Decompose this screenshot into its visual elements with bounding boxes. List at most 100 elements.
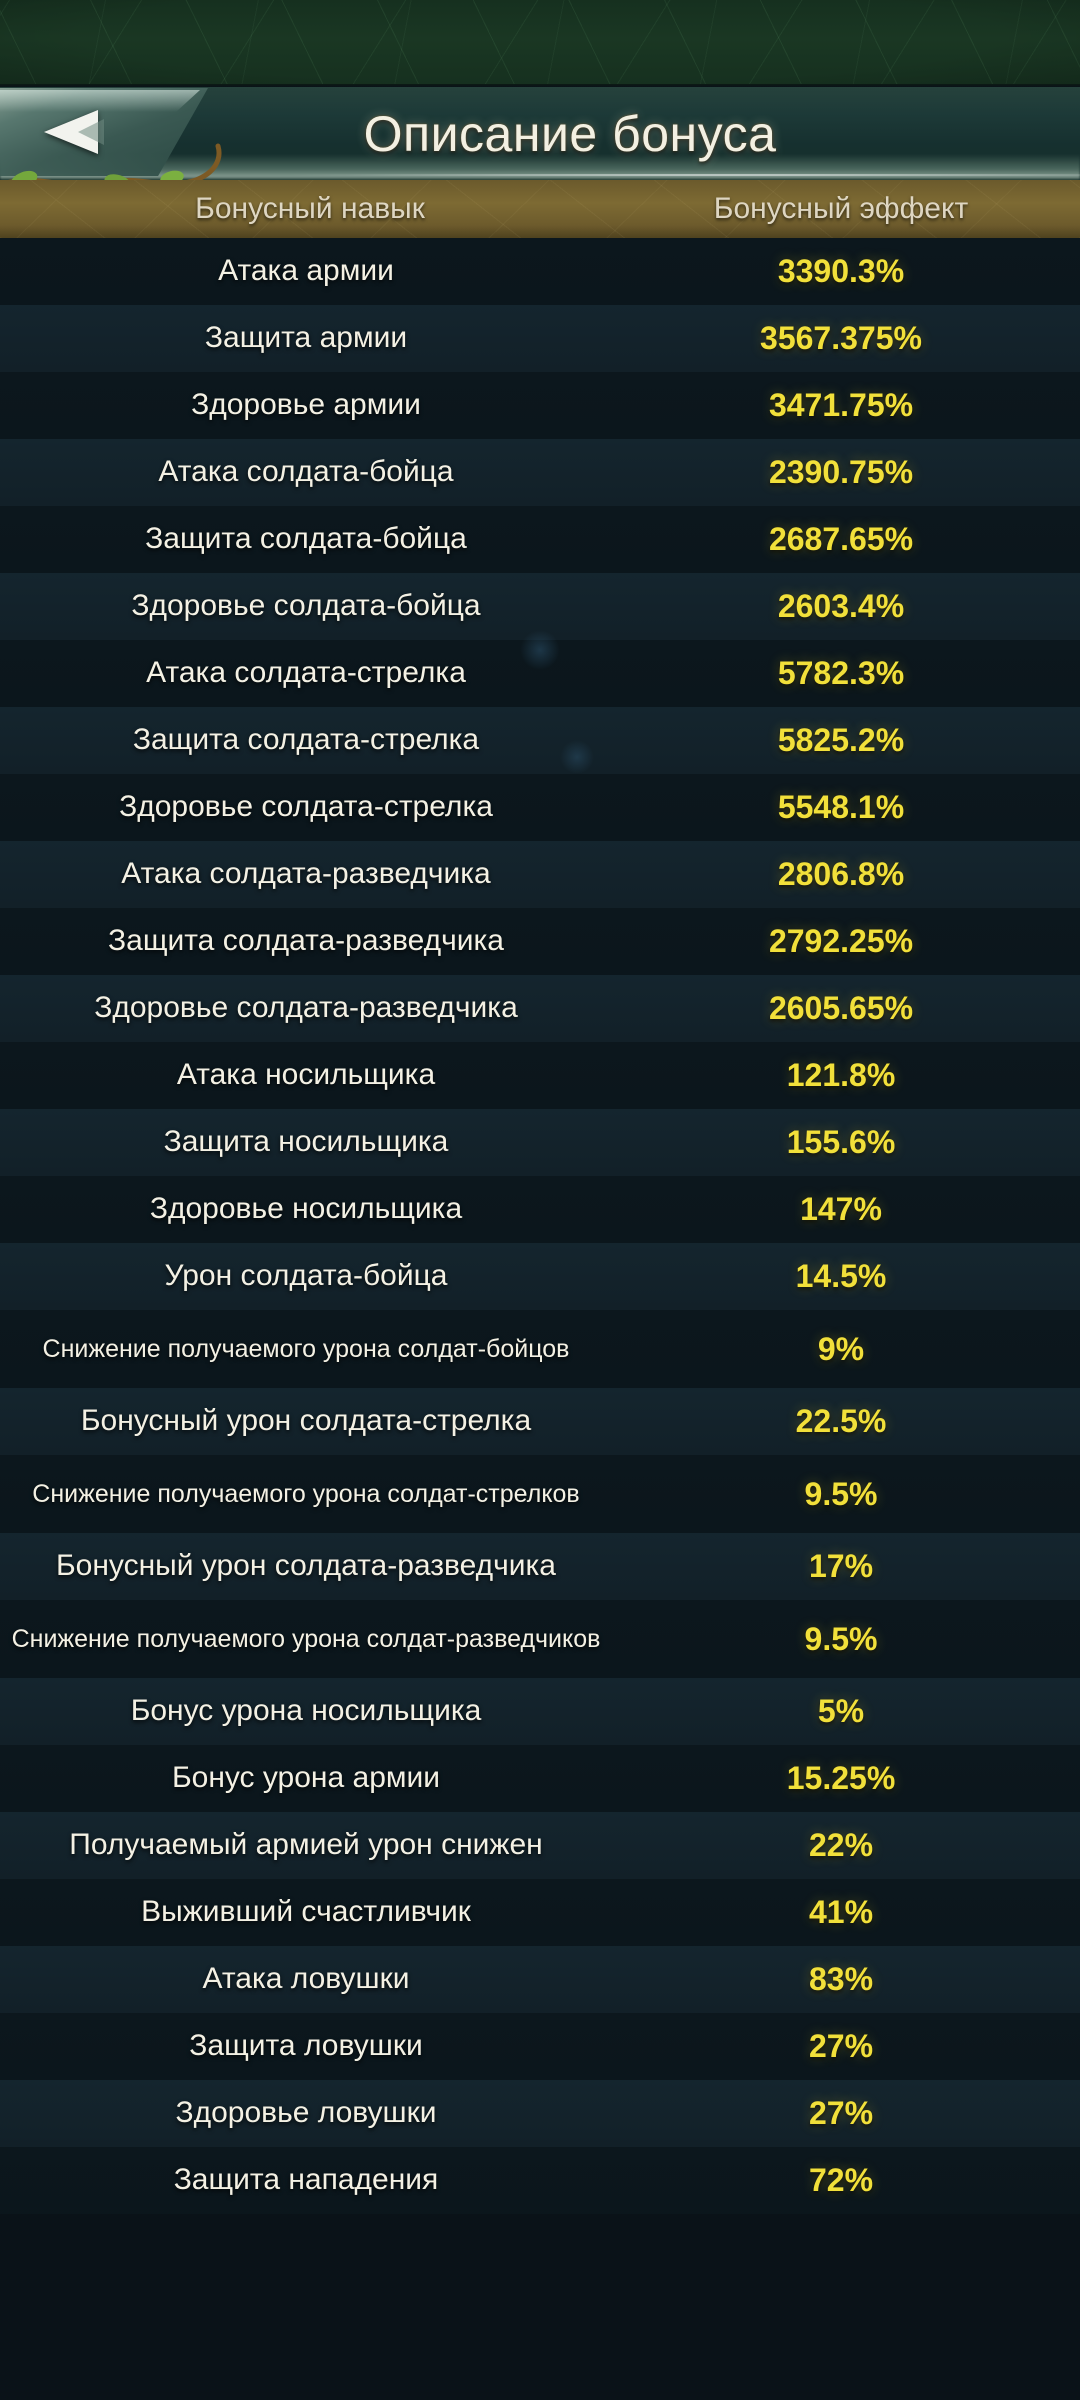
row-value: 14.5% bbox=[795, 1258, 887, 1294]
page-bottom-filler bbox=[0, 2214, 1080, 2400]
table-row: Здоровье ловушки 27% bbox=[0, 2080, 1080, 2147]
row-value: 155.6% bbox=[786, 1124, 896, 1160]
row-label: Защита ловушки bbox=[189, 2029, 423, 2063]
row-value: 83% bbox=[808, 1961, 874, 1997]
title-bar-glow-line bbox=[0, 174, 1080, 176]
back-button-sheen bbox=[0, 90, 200, 112]
top-texture-strip bbox=[0, 0, 1080, 86]
row-value: 2603.4% bbox=[777, 588, 905, 624]
row-label: Атака ловушки bbox=[202, 1962, 410, 1996]
row-value: 2792.25% bbox=[768, 923, 914, 959]
table-row: Атака солдата-стрелка 5782.3% bbox=[0, 640, 1080, 707]
row-value: 5825.2% bbox=[777, 722, 905, 758]
row-label: Атака солдата-стрелка bbox=[146, 656, 466, 690]
row-value: 121.8% bbox=[786, 1057, 896, 1093]
row-label: Снижение получаемого урона солдат-бойцов bbox=[42, 1335, 570, 1363]
row-label: Атака армии bbox=[218, 254, 394, 288]
table-row: Бонусный урон солдата-стрелка 22.5% bbox=[0, 1388, 1080, 1455]
table-row: Урон солдата-бойца 14.5% bbox=[0, 1243, 1080, 1310]
table-row: Здоровье армии 3471.75% bbox=[0, 372, 1080, 439]
row-value: 5548.1% bbox=[777, 789, 905, 825]
row-label: Выживший счастливчик bbox=[141, 1895, 471, 1929]
table-row: Бонусный урон солдата-разведчика 17% bbox=[0, 1533, 1080, 1600]
table-row: Защита солдата-разведчика 2792.25% bbox=[0, 908, 1080, 975]
row-label: Снижение получаемого урона солдат-развед… bbox=[11, 1625, 601, 1653]
table-body: Атака армии 3390.3% Защита армии 3567.375% З… bbox=[0, 238, 1080, 2214]
row-label: Бонусный урон солдата-стрелка bbox=[80, 1404, 532, 1438]
row-label: Атака солдата-разведчика bbox=[121, 857, 491, 891]
row-label: Здоровье армии bbox=[191, 388, 421, 422]
table-row: Защита носильщика 155.6% bbox=[0, 1109, 1080, 1176]
row-label: Защита солдата-стрелка bbox=[132, 723, 480, 757]
row-value: 27% bbox=[808, 2028, 874, 2064]
row-label: Здоровье солдата-разведчика bbox=[94, 991, 518, 1025]
table-row: Атака солдата-бойца 2390.75% bbox=[0, 439, 1080, 506]
row-value: 9.5% bbox=[804, 1475, 878, 1512]
table-row: Защита ловушки 27% bbox=[0, 2013, 1080, 2080]
row-label: Бонусный урон солдата-разведчика bbox=[55, 1549, 556, 1583]
row-value: 72% bbox=[808, 2162, 874, 2198]
table-row: Здоровье солдата-бойца 2603.4% bbox=[0, 573, 1080, 640]
row-value: 3567.375% bbox=[760, 320, 922, 356]
row-value: 41% bbox=[808, 1894, 874, 1930]
page-title: Описание бонуса bbox=[363, 105, 777, 162]
row-value: 3390.3% bbox=[777, 253, 905, 289]
table-row: Защита солдата-бойца 2687.65% bbox=[0, 506, 1080, 573]
row-value: 27% bbox=[808, 2095, 874, 2131]
row-label: Снижение получаемого урона солдат-стрелк… bbox=[32, 1480, 580, 1508]
back-button[interactable] bbox=[0, 88, 216, 180]
row-label: Защита носильщика bbox=[163, 1125, 449, 1159]
header-texture bbox=[0, 180, 1080, 238]
table-row: Атака носильщика 121.8% bbox=[0, 1042, 1080, 1109]
row-label: Бонус урона носильщика bbox=[130, 1694, 482, 1728]
table-row: Атака ловушки 83% bbox=[0, 1946, 1080, 2013]
row-label: Защита солдата-бойца bbox=[145, 522, 467, 556]
row-label: Защита солдата-разведчика bbox=[108, 924, 504, 958]
column-header-effect: Бонусный эффект bbox=[713, 192, 969, 225]
row-label: Атака носильщика bbox=[176, 1058, 436, 1092]
row-value: 15.25% bbox=[786, 1760, 896, 1796]
row-value: 17% bbox=[808, 1548, 874, 1584]
row-value: 22.5% bbox=[795, 1403, 887, 1439]
row-label: Получаемый армией урон снижен bbox=[69, 1828, 543, 1862]
table-row: Получаемый армией урон снижен 22% bbox=[0, 1812, 1080, 1879]
row-label: Здоровье ловушки bbox=[175, 2096, 437, 2130]
web-texture bbox=[0, 0, 1080, 86]
table-row: Здоровье солдата-стрелка 5548.1% bbox=[0, 774, 1080, 841]
table-row: Защита солдата-стрелка 5825.2% bbox=[0, 707, 1080, 774]
row-label: Атака солдата-бойца bbox=[158, 455, 454, 489]
table-row: Бонус урона носильщика 5% bbox=[0, 1678, 1080, 1745]
table-row: Снижение получаемого урона солдат-бойцов… bbox=[0, 1310, 1080, 1388]
bonus-table: Бонусный навык Бонусный эффект Атака арм… bbox=[0, 180, 1080, 2400]
row-value: 3471.75% bbox=[768, 387, 914, 423]
row-label: Здоровье носильщика bbox=[149, 1192, 463, 1226]
row-value: 5782.3% bbox=[777, 655, 905, 691]
row-value: 5% bbox=[817, 1693, 865, 1729]
table-row: Здоровье носильщика 147% bbox=[0, 1176, 1080, 1243]
row-value: 2390.75% bbox=[768, 454, 914, 490]
row-value: 147% bbox=[800, 1191, 882, 1227]
row-value: 2806.8% bbox=[777, 856, 905, 892]
column-header-skill: Бонусный навык bbox=[195, 192, 425, 225]
table-row: Атака солдата-разведчика 2806.8% bbox=[0, 841, 1080, 908]
table-row: Снижение получаемого урона солдат-развед… bbox=[0, 1600, 1080, 1678]
table-row: Выживший счастливчик 41% bbox=[0, 1879, 1080, 1946]
row-label: Урон солдата-бойца bbox=[164, 1259, 448, 1293]
row-value: 9% bbox=[817, 1330, 865, 1367]
row-label: Здоровье солдата-стрелка bbox=[119, 790, 493, 824]
row-label: Защита нападения bbox=[173, 2163, 439, 2197]
table-row: Бонус урона армии 15.25% bbox=[0, 1745, 1080, 1812]
row-label: Здоровье солдата-бойца bbox=[131, 589, 481, 623]
back-arrow-notch bbox=[78, 119, 104, 145]
table-header-row: Бонусный навык Бонусный эффект bbox=[0, 180, 1080, 238]
table-row: Защита армии 3567.375% bbox=[0, 305, 1080, 372]
row-label: Защита армии bbox=[204, 321, 408, 355]
row-value: 2605.65% bbox=[768, 990, 914, 1026]
table-row: Снижение получаемого урона солдат-стрелк… bbox=[0, 1455, 1080, 1533]
row-value: 22% bbox=[808, 1827, 874, 1863]
table-row: Атака армии 3390.3% bbox=[0, 238, 1080, 305]
row-value: 9.5% bbox=[804, 1620, 878, 1657]
table-row: Здоровье солдата-разведчика 2605.65% bbox=[0, 975, 1080, 1042]
strip-edge-divider bbox=[0, 84, 1080, 87]
vignette bbox=[0, 0, 1080, 86]
